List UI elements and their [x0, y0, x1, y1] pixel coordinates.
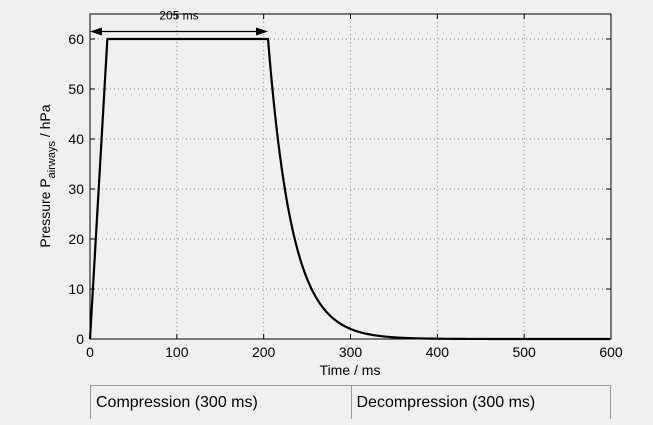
- grid: [90, 14, 611, 339]
- phase-compression-label: Compression (300 ms): [96, 393, 258, 411]
- x-tick-label: 500: [512, 344, 536, 360]
- x-tick-label: 400: [426, 344, 450, 360]
- phase-compression: Compression (300 ms): [91, 386, 351, 419]
- span-arrow-head-right: [256, 27, 269, 36]
- y-tick-label: 60: [68, 31, 84, 47]
- y-tick-label: 20: [68, 231, 84, 247]
- phase-decompression: Decompression (300 ms): [350, 386, 611, 419]
- y-tick-label: 50: [68, 81, 84, 97]
- x-tick-label: 600: [599, 344, 623, 360]
- axis-ticks: 0 100 200 300 400 500 600 0 10 20 30 40 50 60: [68, 14, 623, 360]
- x-tick-label: 200: [252, 344, 276, 360]
- y-tick-label: 0: [76, 331, 84, 347]
- y-tick-label: 10: [68, 281, 84, 297]
- y-axis-label-unit: / hPa: [37, 104, 53, 141]
- x-tick-label: 300: [339, 344, 363, 360]
- y-tick-label: 30: [68, 181, 84, 197]
- span-arrow-head-left: [90, 27, 102, 36]
- y-axis-label: Pressure Pairways / hPa: [37, 104, 58, 247]
- series-layer: [88, 37, 611, 341]
- x-axis-label: Time / ms: [320, 362, 381, 378]
- x-tick-label: 0: [86, 344, 94, 360]
- phase-bar: Compression (300 ms) Decompression (300 …: [90, 385, 611, 419]
- y-axis-label-subscript: airways: [46, 141, 58, 179]
- span-annotation-label: 205 ms: [159, 9, 198, 23]
- annotations: 205 ms: [90, 9, 269, 36]
- pressure-line: [88, 37, 611, 341]
- y-tick-label: 40: [68, 131, 84, 147]
- y-axis-label-main: Pressure P: [37, 178, 53, 247]
- x-tick-label: 100: [165, 344, 189, 360]
- phase-decompression-label: Decompression (300 ms): [356, 393, 536, 411]
